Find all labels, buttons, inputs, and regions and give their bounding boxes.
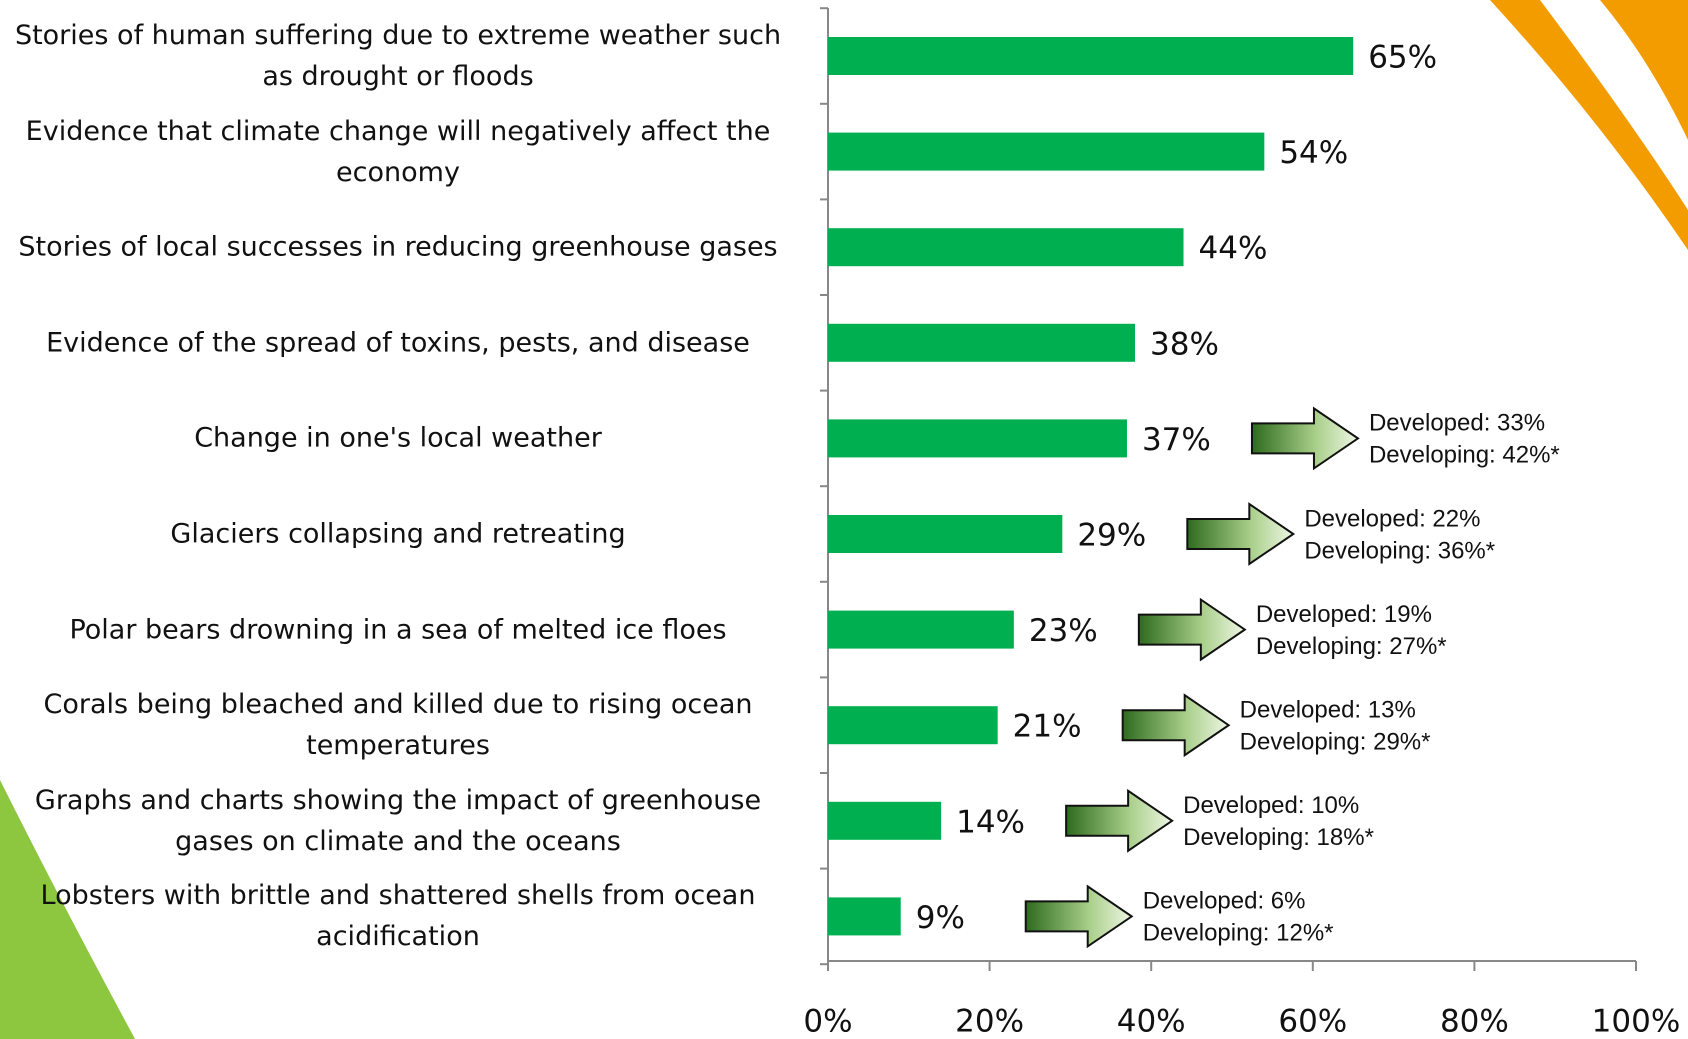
note: Developing: 18%* [1183, 824, 1374, 851]
arrow [1024, 884, 1134, 949]
bar [828, 228, 1184, 267]
note: Developed: 19% [1256, 601, 1432, 628]
arrow [1250, 406, 1360, 471]
note: Developed: 22% [1304, 505, 1480, 532]
bar [828, 37, 1354, 75]
category-label: Evidence of the spread of toxins, pests,… [46, 327, 750, 359]
bar [828, 706, 998, 745]
category-label: Graphs and charts showing the impact of … [34, 784, 762, 857]
arrow [1137, 597, 1247, 662]
value-label: 23% [1029, 613, 1098, 649]
x-tick-label: 40% [1117, 1004, 1186, 1039]
note: Developing: 27%* [1256, 633, 1447, 660]
x-tick-label: 100% [1592, 1004, 1681, 1039]
bar [828, 610, 1014, 649]
x-tick-label: 60% [1278, 1004, 1347, 1039]
bar [828, 897, 901, 936]
category-label: Corals being bleached and killed due to … [43, 689, 753, 762]
category-label: Evidence that climate change will negati… [25, 115, 771, 188]
category-label: Change in one's local weather [194, 422, 602, 454]
bar [828, 515, 1063, 553]
arrow [1121, 693, 1231, 758]
arrow [1186, 502, 1296, 566]
value-label: 14% [956, 804, 1025, 840]
note: Developed: 13% [1240, 697, 1416, 724]
bar [828, 132, 1265, 171]
value-label: 37% [1142, 422, 1211, 458]
value-label: 54% [1279, 135, 1348, 171]
bar [828, 323, 1136, 362]
category-label: Stories of local successes in reducing g… [18, 231, 778, 263]
category-label: Stories of human suffering due to extrem… [14, 20, 782, 92]
x-tick-label: 20% [955, 1004, 1024, 1039]
value-label: 44% [1199, 231, 1268, 267]
value-label: 65% [1368, 40, 1437, 76]
note: Developed: 33% [1369, 410, 1545, 437]
note: Developing: 42%* [1369, 442, 1560, 469]
note: Developing: 36%* [1304, 537, 1495, 564]
arrow [1065, 788, 1174, 853]
value-label: 38% [1150, 326, 1219, 362]
note: Developed: 10% [1183, 792, 1359, 819]
value-label: 9% [916, 900, 965, 936]
note: Developing: 29%* [1240, 729, 1431, 756]
decor-green [0, 780, 135, 1039]
value-label: 21% [1013, 709, 1082, 745]
note: Developing: 12%* [1143, 920, 1334, 947]
decor-white [1540, 0, 1688, 210]
bar [828, 419, 1127, 458]
category-label: Glaciers collapsing and retreating [170, 518, 626, 550]
x-tick-label: 0% [803, 1004, 852, 1039]
category-label: Polar bears drowning in a sea of melted … [69, 614, 727, 646]
x-tick-label: 80% [1440, 1004, 1509, 1039]
bar [828, 801, 942, 840]
value-label: 29% [1077, 518, 1146, 554]
note: Developed: 6% [1143, 888, 1306, 915]
category-label: Lobsters with brittle and shattered shel… [40, 880, 756, 953]
